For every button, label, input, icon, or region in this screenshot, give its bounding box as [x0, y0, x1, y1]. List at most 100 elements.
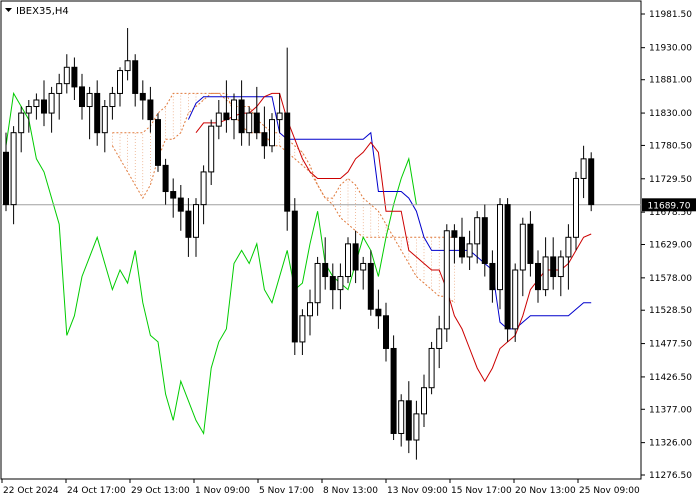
candlestick	[299, 309, 306, 356]
candle-body	[459, 236, 465, 258]
candlestick	[329, 263, 336, 310]
candle-body	[299, 315, 306, 343]
candlestick	[588, 152, 595, 212]
candlestick	[246, 106, 253, 146]
candle-body	[231, 99, 237, 121]
candlestick	[383, 302, 389, 362]
candle-body	[451, 230, 458, 238]
candlestick	[33, 93, 40, 120]
candle-body	[314, 262, 321, 304]
candle-body	[383, 315, 389, 349]
candlestick	[535, 250, 541, 303]
y-tick-label: 11881.00	[649, 76, 692, 86]
candlestick	[413, 400, 420, 460]
y-tick-label: 11276.50	[649, 471, 692, 481]
candlestick	[428, 341, 435, 395]
candle-body	[519, 223, 526, 271]
candlestick	[101, 99, 108, 153]
candlestick	[360, 256, 367, 290]
candlestick	[162, 158, 169, 205]
candlestick	[451, 224, 458, 264]
candle-body	[428, 347, 435, 389]
candlestick	[557, 250, 564, 297]
x-tick-label: 25 Nov 09:00	[579, 486, 640, 496]
candle-body	[200, 171, 207, 206]
candlestick	[276, 93, 283, 133]
candlestick	[398, 394, 405, 447]
candle-body	[466, 243, 473, 258]
candlestick	[18, 106, 25, 153]
candle-body	[322, 262, 329, 278]
symbol-label: IBEX35,H4	[16, 6, 69, 17]
x-tick-label: 15 Nov 17:00	[451, 486, 512, 496]
candle-body	[33, 99, 40, 108]
candle-body	[79, 86, 85, 108]
candlestick	[459, 217, 465, 264]
candlestick	[474, 211, 481, 264]
current-price-label: 11689.70	[648, 201, 691, 211]
candle-body	[421, 387, 427, 415]
candle-body	[139, 92, 146, 101]
candlestick	[573, 171, 579, 251]
candlestick	[185, 198, 192, 257]
candlestick	[10, 126, 17, 225]
candle-body	[352, 243, 359, 271]
candlestick	[253, 86, 260, 140]
candle-body	[337, 276, 344, 291]
candlestick	[193, 198, 199, 257]
candlestick	[109, 86, 116, 120]
candle-body	[307, 302, 313, 317]
candle-body	[398, 400, 405, 434]
x-tick-label: 13 Nov 09:00	[387, 486, 448, 496]
triangle-down-icon[interactable]	[5, 8, 12, 12]
candle-body	[436, 328, 443, 349]
y-tick-label: 11780.50	[649, 141, 692, 151]
candle-body	[101, 106, 108, 134]
y-tick-label: 11377.00	[649, 405, 692, 415]
chart-frame	[0, 0, 642, 480]
candle-body	[542, 256, 549, 291]
candle-body	[48, 92, 55, 114]
candlestick	[322, 237, 329, 290]
y-tick-label: 11477.50	[649, 340, 692, 350]
x-tick-label: 24 Oct 17:00	[67, 486, 126, 496]
candle-body	[580, 158, 587, 179]
candle-body	[3, 151, 9, 206]
candlestick	[284, 47, 291, 231]
candle-body	[557, 256, 564, 278]
candle-body	[474, 217, 481, 245]
candle-body	[147, 99, 154, 121]
candle-body	[291, 210, 298, 343]
candle-body	[25, 106, 32, 114]
x-tick-label: 22 Oct 2024	[3, 486, 59, 496]
candlestick	[375, 289, 382, 329]
candlestick	[436, 315, 443, 369]
candle-body	[238, 99, 245, 134]
candle-body	[360, 262, 367, 271]
tenkan-sen-line	[195, 92, 592, 383]
candlestick	[269, 113, 275, 153]
candle-body	[329, 276, 336, 291]
y-tick-label: 11426.50	[649, 373, 692, 383]
y-tick-label: 11729.50	[649, 175, 692, 185]
candle-body	[56, 83, 63, 94]
candlestick	[63, 54, 70, 94]
x-tick-label: 20 Nov 13:00	[515, 486, 576, 496]
candle-body	[86, 92, 93, 108]
candlestick	[337, 263, 344, 310]
indicator-lines	[5, 91, 592, 436]
candlestick	[481, 204, 488, 277]
symbol-header[interactable]: IBEX35,H4	[5, 6, 69, 17]
candlestick	[124, 28, 131, 81]
candlesticks	[3, 28, 595, 460]
candle-body	[405, 400, 412, 441]
candlestick	[390, 335, 397, 441]
y-tick-label: 11981.50	[649, 10, 692, 20]
candle-body	[94, 92, 101, 134]
candle-body	[18, 112, 25, 134]
y-tick-label: 11629.00	[649, 241, 692, 251]
candle-body	[390, 347, 397, 434]
x-tick-label: 5 Nov 17:00	[259, 486, 314, 496]
